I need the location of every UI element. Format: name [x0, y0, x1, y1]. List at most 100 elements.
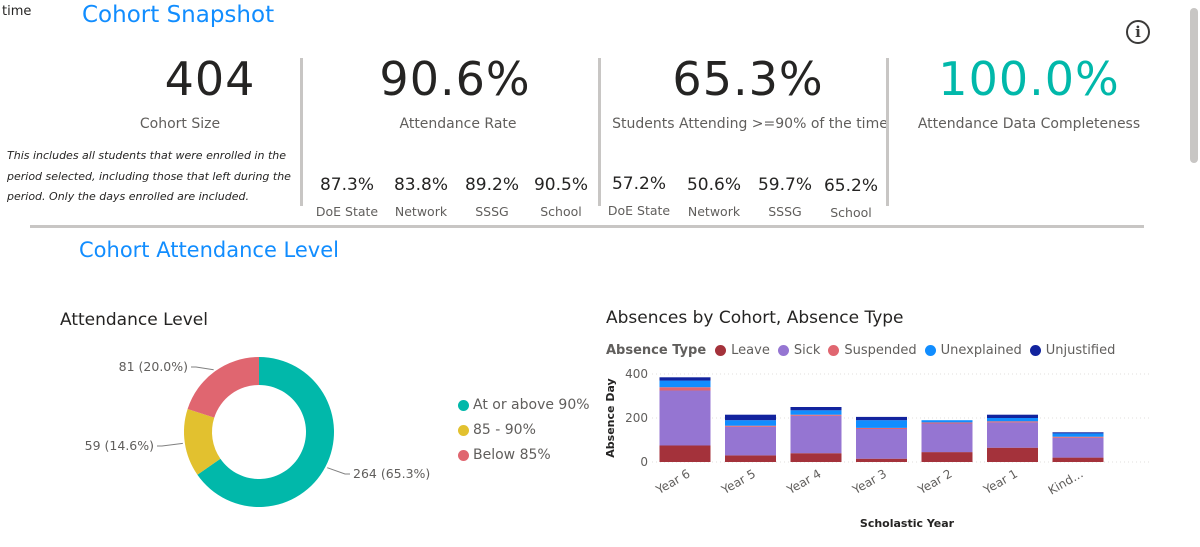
- students-attending-label: Students Attending >=90% of the time: [612, 116, 888, 132]
- donut-slice-below-85[interactable]: [187, 357, 259, 418]
- attendance-school-label: School: [540, 204, 582, 219]
- legend-unjustified[interactable]: Unjustified: [1045, 343, 1116, 358]
- legend-dot-icon: [828, 345, 840, 356]
- bar-segment-leave[interactable]: [1052, 457, 1104, 462]
- students-attending-value: 65.3%: [672, 52, 824, 106]
- legend-unexplained[interactable]: Unexplained: [940, 343, 1022, 358]
- bar-segment-sick[interactable]: [659, 390, 711, 446]
- bar-segment-unexplained[interactable]: [1052, 433, 1104, 437]
- bar-segment-leave[interactable]: [856, 458, 907, 462]
- legend-dot-icon: [924, 345, 936, 356]
- x-tick-label: Year 3: [849, 466, 889, 497]
- section-title: Cohort Attendance Level: [79, 238, 339, 262]
- attending-doe-label: DoE State: [607, 203, 671, 218]
- attending-school-value: 65.2%: [823, 176, 878, 196]
- bar-segment-suspended[interactable]: [725, 425, 776, 427]
- bar-segment-unexplained[interactable]: [921, 420, 973, 423]
- kpi-divider: [598, 58, 601, 206]
- bar-segment-suspended[interactable]: [856, 427, 907, 429]
- corner-text: time: [2, 4, 32, 19]
- donut-chart: 264 (65.3%) 59 (14.6%) 81 (20.0%): [85, 357, 430, 507]
- x-tick-label: Year 6: [653, 466, 693, 497]
- bar-segment-leave[interactable]: [921, 452, 973, 462]
- legend-85-90[interactable]: 85 - 90%: [458, 422, 590, 438]
- donut-slice-85-90[interactable]: [183, 409, 221, 475]
- donut-data-label: 81 (20.0%): [119, 359, 188, 374]
- cohort-size-label: Cohort Size: [139, 116, 221, 132]
- attendance-rate-value: 90.6%: [379, 52, 531, 106]
- bar-segment-suspended[interactable]: [790, 414, 842, 416]
- bar-segment-unjustified[interactable]: [987, 414, 1038, 418]
- page-title: Cohort Snapshot: [82, 2, 275, 28]
- bar-segment-leave[interactable]: [987, 447, 1038, 462]
- bar-segment-unexplained[interactable]: [725, 420, 776, 426]
- bar-segment-sick[interactable]: [725, 426, 776, 456]
- y-tick-label: 200: [625, 411, 648, 425]
- bar-segment-sick[interactable]: [1052, 437, 1104, 458]
- donut-leader-line: [191, 366, 214, 371]
- bar-legend: Absence Type Leave Sick Suspended Unexpl…: [606, 343, 1115, 358]
- donut-leader-line: [157, 442, 183, 447]
- bar-segment-unjustified[interactable]: [790, 407, 842, 411]
- x-axis-label: Scholastic Year: [860, 517, 955, 530]
- bar-segment-unjustified[interactable]: [725, 414, 776, 421]
- attendance-network-value: 83.8%: [393, 175, 448, 195]
- bar-segment-leave[interactable]: [725, 455, 776, 462]
- legend-below-85[interactable]: Below 85%: [458, 447, 590, 463]
- scrollbar[interactable]: [1188, 0, 1198, 547]
- legend-at-or-above-90[interactable]: At or above 90%: [458, 397, 590, 413]
- attendance-school-value: 90.5%: [533, 175, 588, 195]
- attending-network-label: Network: [687, 204, 741, 219]
- section-divider: [30, 225, 1144, 228]
- bar-segment-unexplained[interactable]: [659, 380, 711, 388]
- y-tick-label: 0: [640, 455, 648, 469]
- bar-segment-unjustified[interactable]: [659, 377, 711, 381]
- bar-segment-suspended[interactable]: [921, 422, 973, 424]
- attendance-network-label: Network: [394, 204, 448, 219]
- bar-segment-unexplained[interactable]: [790, 410, 842, 415]
- donut-leader-line: [327, 467, 350, 475]
- legend-leave[interactable]: Leave: [731, 343, 770, 358]
- x-tick-label: Year 5: [718, 466, 758, 497]
- completeness-value: 100.0%: [938, 52, 1120, 106]
- bar-segment-unexplained[interactable]: [987, 418, 1038, 422]
- donut-data-label: 264 (65.3%): [353, 466, 430, 481]
- bar-segment-suspended[interactable]: [1052, 436, 1104, 438]
- bar-legend-title: Absence Type: [606, 343, 707, 358]
- bar-segment-suspended[interactable]: [659, 387, 711, 391]
- bar-segment-suspended[interactable]: [987, 421, 1038, 423]
- bar-segment-unjustified[interactable]: [1052, 432, 1104, 434]
- legend-sick[interactable]: Sick: [793, 343, 821, 358]
- attending-network-value: 50.6%: [686, 175, 741, 195]
- bar-segment-unjustified[interactable]: [856, 416, 907, 421]
- attending-school-label: School: [830, 205, 872, 220]
- cohort-size-value: 404: [164, 52, 256, 106]
- x-tick-label: Kind...: [1046, 466, 1086, 497]
- scrollbar-thumb[interactable]: [1190, 8, 1198, 163]
- legend-dot-icon: [458, 399, 469, 411]
- legend-suspended[interactable]: Suspended: [844, 343, 917, 358]
- y-axis-label: Absence Day: [604, 378, 617, 457]
- attendance-rate-label: Attendance Rate: [399, 116, 517, 132]
- legend-label: Below 85%: [473, 447, 551, 463]
- x-tick-label: Year 1: [980, 466, 1020, 497]
- x-tick-label: Year 2: [915, 466, 955, 497]
- bar-segment-sick[interactable]: [856, 429, 907, 459]
- kpi-divider: [300, 58, 303, 206]
- info-icon[interactable]: i: [1126, 20, 1150, 44]
- donut-data-label: 59 (14.6%): [85, 438, 154, 453]
- bar-segment-sick[interactable]: [790, 415, 842, 454]
- bar-segment-sick[interactable]: [987, 422, 1038, 448]
- donut-slice-at-or-above-90[interactable]: [197, 357, 334, 507]
- legend-dot-icon: [458, 424, 469, 436]
- bar-segment-leave[interactable]: [659, 445, 711, 463]
- bar-segment-unexplained[interactable]: [856, 420, 907, 428]
- cohort-note: This includes all students that were enr…: [7, 149, 291, 203]
- bar-segment-leave[interactable]: [790, 453, 842, 462]
- bar-segment-sick[interactable]: [921, 423, 973, 453]
- attending-doe-value: 57.2%: [611, 174, 666, 194]
- x-tick-label: Year 4: [784, 466, 824, 497]
- attendance-doe-value: 87.3%: [319, 175, 374, 195]
- donut-legend: At or above 90% 85 - 90% Below 85%: [458, 397, 590, 463]
- legend-dot-icon: [777, 345, 789, 356]
